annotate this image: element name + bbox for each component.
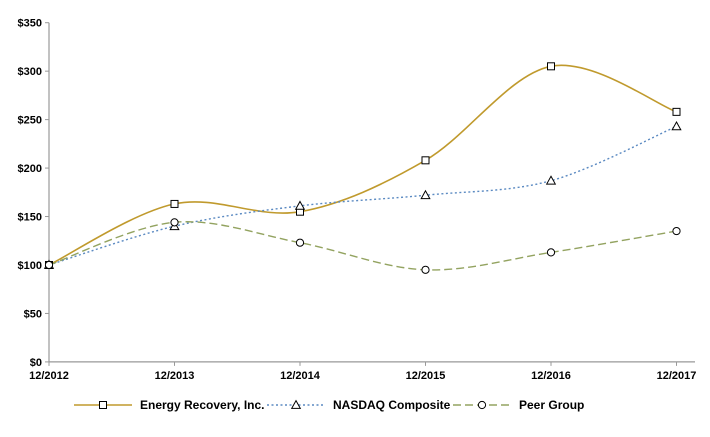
y-axis-tick-label: $250 — [18, 115, 42, 127]
x-axis-tick-label: 12/2016 — [531, 370, 571, 382]
x-axis-tick-label: 12/2012 — [29, 370, 69, 382]
legend-label-nasdaq-composite: NASDAQ Composite — [333, 398, 451, 412]
square-marker — [99, 401, 107, 409]
circle-marker — [546, 248, 556, 257]
y-axis-tick-label: $50 — [24, 308, 42, 320]
square-marker — [547, 62, 555, 71]
circle-marker — [477, 400, 487, 410]
y-axis-tick-label: $150 — [18, 212, 42, 224]
triangle-marker — [294, 200, 306, 210]
circle-marker — [170, 218, 179, 227]
circle-marker — [672, 226, 681, 236]
square-marker — [672, 107, 681, 116]
legend-swatch-circle-line — [453, 400, 511, 410]
triangle-marker — [671, 120, 682, 131]
x-axis-tick-label: 12/2013 — [155, 370, 195, 382]
legend-label-peer-group: Peer Group — [519, 398, 585, 412]
circle-marker — [421, 265, 430, 274]
y-axis-tick-label: $100 — [18, 260, 42, 272]
square-marker — [421, 156, 430, 165]
triangle-marker — [290, 399, 302, 409]
square-marker — [170, 199, 179, 208]
series-line-0 — [48, 64, 677, 266]
triangle-marker — [420, 189, 431, 200]
chart-legend: Energy Recovery, Inc. NASDAQ Composite P… — [0, 395, 710, 417]
y-axis-tick-label: $200 — [18, 163, 42, 175]
y-axis-tick-label: $300 — [18, 66, 42, 78]
x-axis-tick-label: 12/2017 — [657, 370, 697, 382]
x-axis-tick-label: 12/2014 — [280, 370, 321, 382]
legend-item-nasdaq-composite: NASDAQ Composite — [266, 395, 450, 415]
x-axis-tick-label: 12/2015 — [406, 370, 446, 382]
triangle-marker — [545, 175, 557, 185]
y-axis-tick-label: $350 — [18, 18, 42, 30]
legend-label-energy-recovery: Energy Recovery, Inc. — [140, 398, 265, 412]
legend-item-energy-recovery: Energy Recovery, Inc. — [73, 395, 265, 415]
legend-swatch-triangle-line — [267, 399, 325, 409]
circle-marker — [295, 238, 305, 247]
series-line-1 — [48, 125, 677, 266]
legend-swatch-square-line — [74, 401, 132, 409]
y-axis-tick-label: $0 — [30, 357, 42, 369]
circle-marker — [44, 260, 54, 270]
series-line-2 — [48, 221, 677, 271]
legend-item-peer-group: Peer Group — [452, 395, 584, 415]
